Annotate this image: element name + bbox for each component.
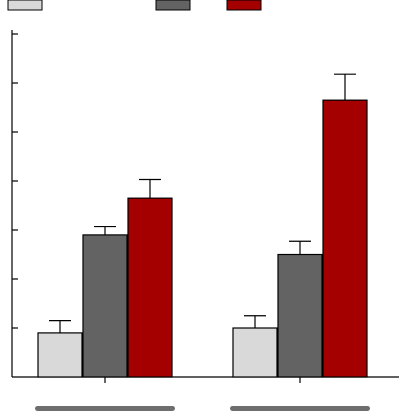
bar xyxy=(277,253,323,378)
plot-area xyxy=(11,30,399,411)
legend-swatch xyxy=(155,0,191,11)
category-label-bar xyxy=(230,406,370,411)
bar xyxy=(37,332,83,378)
category-label-bar xyxy=(35,406,175,411)
legend xyxy=(7,0,262,11)
legend-swatch xyxy=(7,0,43,11)
bar xyxy=(322,99,368,378)
bar xyxy=(232,327,278,378)
bar xyxy=(127,197,173,378)
bar xyxy=(82,234,128,378)
legend-swatch xyxy=(226,0,262,11)
